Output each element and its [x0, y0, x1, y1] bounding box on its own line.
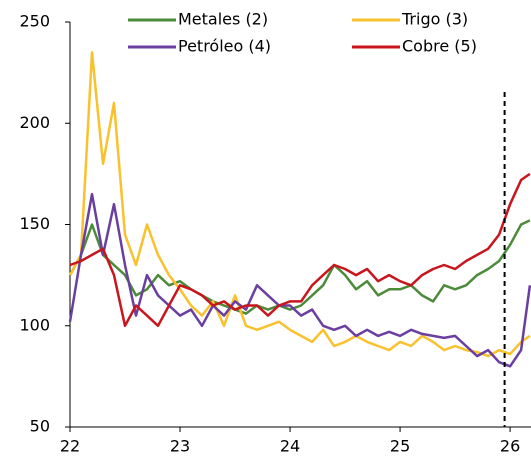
y-tick-label: 250	[19, 12, 50, 31]
legend-label: Cobre (5)	[402, 37, 477, 56]
legend-label: Petróleo (4)	[178, 37, 271, 56]
legend-label: Trigo (3)	[401, 10, 468, 29]
y-tick-label: 200	[19, 113, 50, 132]
x-tick-label: 22	[60, 437, 80, 456]
y-tick-label: 100	[19, 315, 50, 334]
y-tick-label: 50	[30, 417, 50, 436]
series-line	[68, 219, 531, 315]
series-line	[69, 172, 531, 328]
x-tick-label: 26	[500, 437, 520, 456]
x-tick-label: 24	[280, 437, 300, 456]
x-tick-label: 23	[170, 437, 190, 456]
y-tick-label: 150	[19, 214, 50, 233]
legend-label: Metales (2)	[178, 10, 268, 29]
series-line	[68, 51, 531, 358]
x-tick-label: 25	[390, 437, 410, 456]
series-line	[68, 192, 531, 368]
